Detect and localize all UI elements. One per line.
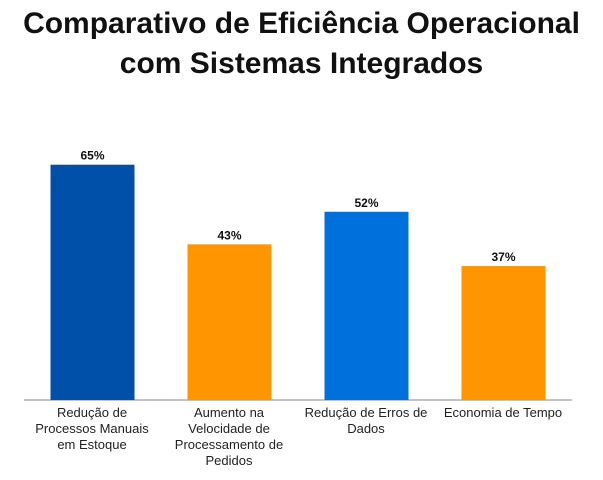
value-label-1: 65% <box>80 149 104 163</box>
category-label-3: Redução de Erros de Dados <box>304 405 428 436</box>
chart-title-line-1: Comparativo de Eficiência Operacional <box>23 7 580 40</box>
category-label-2: Aumento na Velocidade de Processamento d… <box>174 405 284 468</box>
category-label-4: Economia de Tempo <box>443 405 563 420</box>
chart-title-line-2: com Sistemas Integrados <box>119 47 484 80</box>
category-label-1: Redução de Processos Manuais em Estoque <box>35 405 149 452</box>
value-label-4: 37% <box>491 250 515 264</box>
bar-3[interactable] <box>324 211 409 400</box>
chart-title: Comparativo de Eficiência Operacional co… <box>0 4 603 84</box>
value-label-3: 52% <box>354 196 378 210</box>
bar-4[interactable] <box>461 266 546 400</box>
bar-1[interactable] <box>50 164 135 400</box>
bar-2[interactable] <box>187 244 272 400</box>
value-label-2: 43% <box>217 228 241 242</box>
